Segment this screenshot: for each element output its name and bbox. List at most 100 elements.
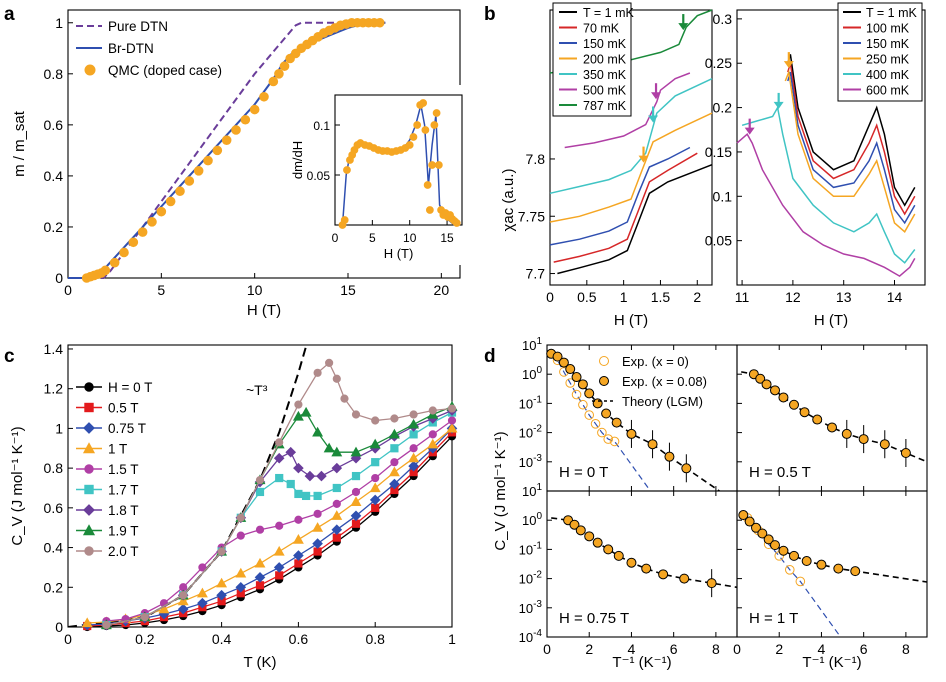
c-point-8 bbox=[294, 400, 303, 409]
c-ytick-label: 0 bbox=[55, 619, 63, 635]
a-qmc-point bbox=[274, 69, 284, 79]
c-point-7 bbox=[369, 438, 381, 449]
a-legend-label: Br-DTN bbox=[108, 41, 154, 56]
c-ylabel: C_V (J mol⁻¹ K⁻¹) bbox=[9, 426, 26, 545]
c-point-4 bbox=[390, 458, 399, 467]
c-point-2 bbox=[369, 494, 381, 506]
b-left-legend-label: 70 mK bbox=[583, 22, 620, 36]
b-right-xtick-label: 13 bbox=[836, 289, 852, 305]
c-point-8 bbox=[428, 406, 437, 415]
b-left-legend-label: 787 mK bbox=[583, 99, 627, 113]
c-legend-label: 1.7 T bbox=[108, 483, 139, 498]
d-2-xtick-label: 2 bbox=[585, 641, 593, 657]
c-point-8 bbox=[390, 414, 399, 423]
d-3-theory-line bbox=[740, 512, 927, 583]
d-legend-label: Exp. (x = 0) bbox=[622, 354, 689, 369]
d-3-frame bbox=[736, 490, 928, 638]
d-2-ytick-label: 101 bbox=[522, 482, 542, 499]
d-1-field-label: H = 0.5 T bbox=[749, 464, 811, 481]
c-point-8 bbox=[102, 620, 111, 630]
c-legend-marker bbox=[84, 464, 94, 474]
c-point-3 bbox=[158, 603, 170, 614]
c-point-3 bbox=[81, 617, 93, 628]
panel-label-a: a bbox=[4, 4, 15, 25]
c-legend-marker bbox=[82, 524, 96, 536]
panel-label-c: c bbox=[4, 346, 15, 367]
b-left-ytick-label: 7.75 bbox=[518, 208, 545, 224]
a-legend-swatch bbox=[84, 64, 96, 76]
a-legend-label: Pure DTN bbox=[108, 19, 168, 34]
d-0-x0-point bbox=[609, 436, 620, 447]
a-inset-frame bbox=[334, 94, 463, 226]
b-left-series-line-3 bbox=[549, 112, 713, 223]
a-ytick-label: 1 bbox=[55, 15, 63, 31]
d-2-x008-point bbox=[641, 563, 652, 574]
b-right-series-line-5 bbox=[736, 133, 916, 278]
c-point-2 bbox=[235, 581, 247, 593]
c-point-7 bbox=[350, 446, 362, 457]
c-point-4 bbox=[332, 499, 341, 508]
c-legend-label: 1.8 T bbox=[108, 503, 139, 518]
a-ytick-label: 0.2 bbox=[44, 219, 64, 235]
c-point-8 bbox=[325, 358, 334, 367]
d-1-x008-point bbox=[789, 399, 799, 410]
c-legend-label: 2.0 T bbox=[108, 544, 139, 559]
c-point-7 bbox=[331, 446, 343, 457]
d-1-x008-point bbox=[812, 414, 823, 425]
c-point-1 bbox=[313, 547, 322, 556]
a-xtick-label: 5 bbox=[157, 282, 165, 298]
d-1-x008-point bbox=[827, 422, 837, 433]
d-1-x008-point bbox=[755, 373, 766, 384]
a-inset-point bbox=[428, 161, 437, 169]
d-0-x008-point bbox=[681, 463, 692, 474]
c-series-line-8 bbox=[106, 361, 453, 626]
c-point-7 bbox=[388, 428, 400, 439]
d-3-x0-point bbox=[795, 576, 806, 587]
c-point-8 bbox=[340, 394, 349, 403]
c-point-2 bbox=[197, 597, 208, 609]
c-point-8 bbox=[236, 513, 245, 522]
a-qmc-point bbox=[203, 155, 213, 166]
c-point-7 bbox=[292, 410, 304, 421]
b-right-ytick-label: 0.2 bbox=[713, 100, 733, 116]
d-0-x0-point bbox=[565, 378, 576, 388]
c-point-5 bbox=[286, 479, 295, 489]
c-point-6 bbox=[304, 470, 316, 482]
c-point-4 bbox=[447, 416, 457, 425]
c-xtick-label: 0.8 bbox=[365, 631, 385, 647]
d-legend-label: Exp. (x = 0.08) bbox=[622, 374, 707, 389]
a-inset-point bbox=[419, 99, 428, 107]
b-left-legend-label: 150 mK bbox=[583, 37, 627, 51]
a-inset-point bbox=[413, 121, 422, 129]
b-right-arrow-head bbox=[744, 127, 755, 135]
a-inset-point bbox=[434, 161, 443, 169]
c-point-5 bbox=[390, 444, 399, 453]
panel-b: 0 0.5 1 1.5 2 7.7 7.75 7.8 H (T) χac (a.u.) T = 1 … bbox=[500, 2, 926, 329]
c-legend-label: 0.5 T bbox=[108, 401, 139, 416]
d-3-x008-point bbox=[778, 545, 789, 556]
b-left-ytick-label: 7.7 bbox=[526, 266, 546, 282]
c-point-2 bbox=[408, 460, 419, 472]
b-left-xlabel: H (T) bbox=[614, 312, 648, 329]
c-legend-label: 1.5 T bbox=[108, 462, 139, 477]
c-xtick-label: 1 bbox=[448, 631, 456, 647]
a-qmc-point bbox=[184, 176, 195, 186]
b-left-legend-label: T = 1 mK bbox=[583, 6, 634, 20]
c-point-2 bbox=[177, 603, 189, 615]
panel-c: 0 0.2 0.4 0.6 0.8 1 0 0.2 0.4 0.6 0.8 1 1.2 1.4 T (K) C… bbox=[9, 341, 458, 671]
d-0-x008-point bbox=[611, 417, 622, 428]
d-2-xtick-label: 0 bbox=[543, 641, 551, 657]
b-right-xtick-label: 14 bbox=[887, 289, 903, 305]
c-point-1 bbox=[294, 559, 303, 568]
d-0-x0-point bbox=[578, 399, 588, 410]
c-point-4 bbox=[236, 531, 245, 540]
b-left-series-line-2 bbox=[549, 146, 691, 246]
a-inset-point bbox=[432, 109, 441, 117]
c-point-8 bbox=[313, 368, 322, 377]
c-point-7 bbox=[323, 442, 335, 453]
d-0-x008-point bbox=[558, 357, 569, 368]
a-ytick-label: 0.4 bbox=[44, 168, 64, 184]
d-3-x008-point bbox=[850, 566, 861, 577]
c-point-3 bbox=[331, 510, 343, 520]
